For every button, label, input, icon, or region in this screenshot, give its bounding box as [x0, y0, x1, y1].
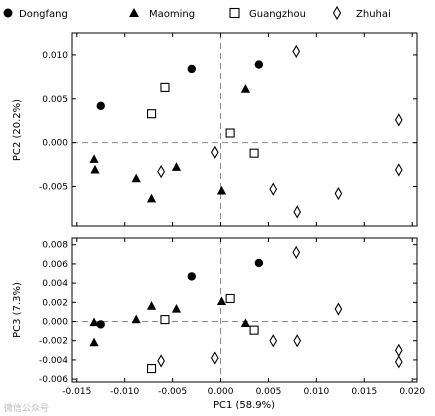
pc3-y-tick-label: 0.008 — [42, 241, 68, 251]
legend: Dongfang Maoming Guangzhou Zhuhai — [3, 5, 391, 21]
pc3-point-maoming — [240, 318, 251, 328]
pc3-point-zhuhai — [157, 354, 165, 368]
pc3-point-maoming — [89, 337, 99, 347]
pc2-point-zhuhai — [157, 165, 165, 179]
pc1-x-tick-label: -0.015 — [62, 387, 91, 397]
pc1-x-tick-label: -0.010 — [110, 387, 139, 397]
pc3-panel: 0.0080.0060.0040.0020.000-0.002-0.004-0.… — [12, 237, 425, 411]
pc2-point-guangzhou — [146, 109, 157, 119]
pc2-y-tick-label: 0.005 — [42, 95, 68, 105]
pc3-y-tick-label: 0.000 — [42, 318, 68, 328]
pc2-point-dongfang — [96, 101, 105, 111]
pc3-point-zhuhai — [292, 245, 301, 259]
pc3-point-zhuhai — [394, 355, 403, 369]
pc3-y-ticks: 0.008 0.006 0.004 0.002 0.000 -0.002 -0.004 -0.… — [39, 241, 417, 385]
pc2-point-zhuhai — [334, 186, 343, 201]
legend-label-dongfang: Dongfang — [19, 9, 68, 20]
legend-marker-maoming — [129, 8, 139, 17]
legend-label-guangzhou: Guangzhou — [249, 9, 306, 20]
pc2-point-maoming — [171, 162, 182, 171]
pc3-point-maoming — [89, 317, 99, 327]
pc2-point-dongfang — [187, 64, 196, 74]
watermark: 微信公众号 — [4, 402, 49, 414]
pc3-y-axis-label: PC3 (7.3%) — [12, 282, 23, 338]
pc3-point-zhuhai — [293, 334, 302, 348]
legend-label-maoming: Maoming — [149, 9, 195, 20]
pc1-x-ticks: -0.015 -0.010 -0.005 0.000 0.005 0.010 0.015 0.… — [62, 238, 425, 397]
pc2-point-zhuhai — [394, 163, 403, 177]
legend-item-dongfang: Dongfang — [3, 8, 68, 20]
pc3-y-tick-label: -0.006 — [39, 375, 68, 385]
legend-marker-zhuhai — [332, 5, 342, 21]
pc3-point-guangzhou — [225, 293, 235, 304]
pc2-point-guangzhou — [160, 82, 170, 92]
pc3-y-tick-label: -0.004 — [39, 356, 68, 366]
pc3-point-dongfang — [254, 258, 264, 268]
pc2-y-tick-label: -0.005 — [39, 183, 68, 193]
pc3-point-dongfang — [96, 320, 105, 329]
pc1-x-tick-label: 0.010 — [303, 387, 329, 397]
pc2-point-maoming — [216, 185, 227, 195]
pc3-point-maoming — [171, 304, 182, 313]
pc2-y-axis-label: PC2 (20.2%) — [12, 99, 23, 161]
pc2-point-zhuhai — [210, 145, 219, 159]
pc2-y-ticks: 0.010 0.005 0.000 -0.005 — [39, 51, 417, 193]
pc3-point-maoming — [216, 296, 227, 305]
pc3-point-zhuhai — [210, 351, 219, 365]
legend-item-zhuhai: Zhuhai — [332, 5, 391, 21]
pc3-y-tick-label: -0.002 — [39, 337, 68, 347]
pc2-point-maoming — [90, 164, 100, 174]
pc2-x-ticks — [76, 33, 413, 226]
pc2-point-maoming — [146, 193, 157, 203]
pc3-point-guangzhou — [160, 315, 170, 325]
legend-label-zhuhai: Zhuhai — [356, 9, 391, 20]
pc3-y-tick-label: 0.004 — [42, 279, 68, 289]
pc3-point-dongfang — [187, 272, 196, 281]
pc2-points — [89, 44, 403, 219]
pc3-point-zhuhai — [394, 343, 403, 357]
pc2-point-guangzhou — [225, 128, 235, 138]
pc3-point-maoming — [146, 301, 157, 310]
pc2-point-dongfang — [254, 60, 264, 69]
pc1-x-tick-label: 0.000 — [208, 387, 234, 397]
pc3-y-tick-label: 0.006 — [42, 260, 68, 270]
pc2-point-maoming — [240, 84, 251, 93]
legend-item-guangzhou: Guangzhou — [229, 7, 306, 20]
pc2-y-tick-label: 0.010 — [42, 51, 68, 61]
pc2-point-zhuhai — [293, 205, 302, 219]
legend-marker-dongfang — [3, 8, 13, 18]
pc2-point-zhuhai — [394, 113, 403, 127]
pc3-y-tick-label: 0.002 — [42, 298, 68, 308]
pc1-x-tick-label: -0.005 — [158, 387, 187, 397]
pc1-x-tick-label: 0.005 — [256, 387, 282, 397]
pc3-point-zhuhai — [269, 334, 278, 348]
pc3-point-guangzhou — [249, 325, 259, 335]
pc3-point-guangzhou — [146, 364, 157, 374]
pc3-point-maoming — [131, 314, 141, 324]
legend-item-maoming: Maoming — [129, 8, 195, 20]
pc2-panel: 0.010 0.005 0.000 -0.005 PC2 (20.2%) — [12, 32, 418, 227]
pc1-x-axis-label: PC1 (58.9%) — [213, 400, 275, 411]
pc3-plot-frame — [71, 237, 418, 383]
pc2-y-tick-label: 0.000 — [42, 139, 68, 149]
pc3-point-zhuhai — [334, 302, 343, 316]
pc2-point-zhuhai — [269, 182, 278, 196]
pc1-x-tick-label: 0.020 — [399, 387, 425, 397]
pc2-point-maoming — [89, 154, 99, 163]
legend-marker-guangzhou — [229, 7, 240, 19]
pc1-x-tick-label: 0.015 — [351, 387, 377, 397]
pc3-points — [89, 245, 403, 374]
pc2-point-zhuhai — [292, 44, 301, 59]
pc2-plot-frame — [71, 32, 418, 227]
pc2-point-guangzhou — [249, 148, 259, 158]
pc2-point-maoming — [131, 173, 141, 183]
